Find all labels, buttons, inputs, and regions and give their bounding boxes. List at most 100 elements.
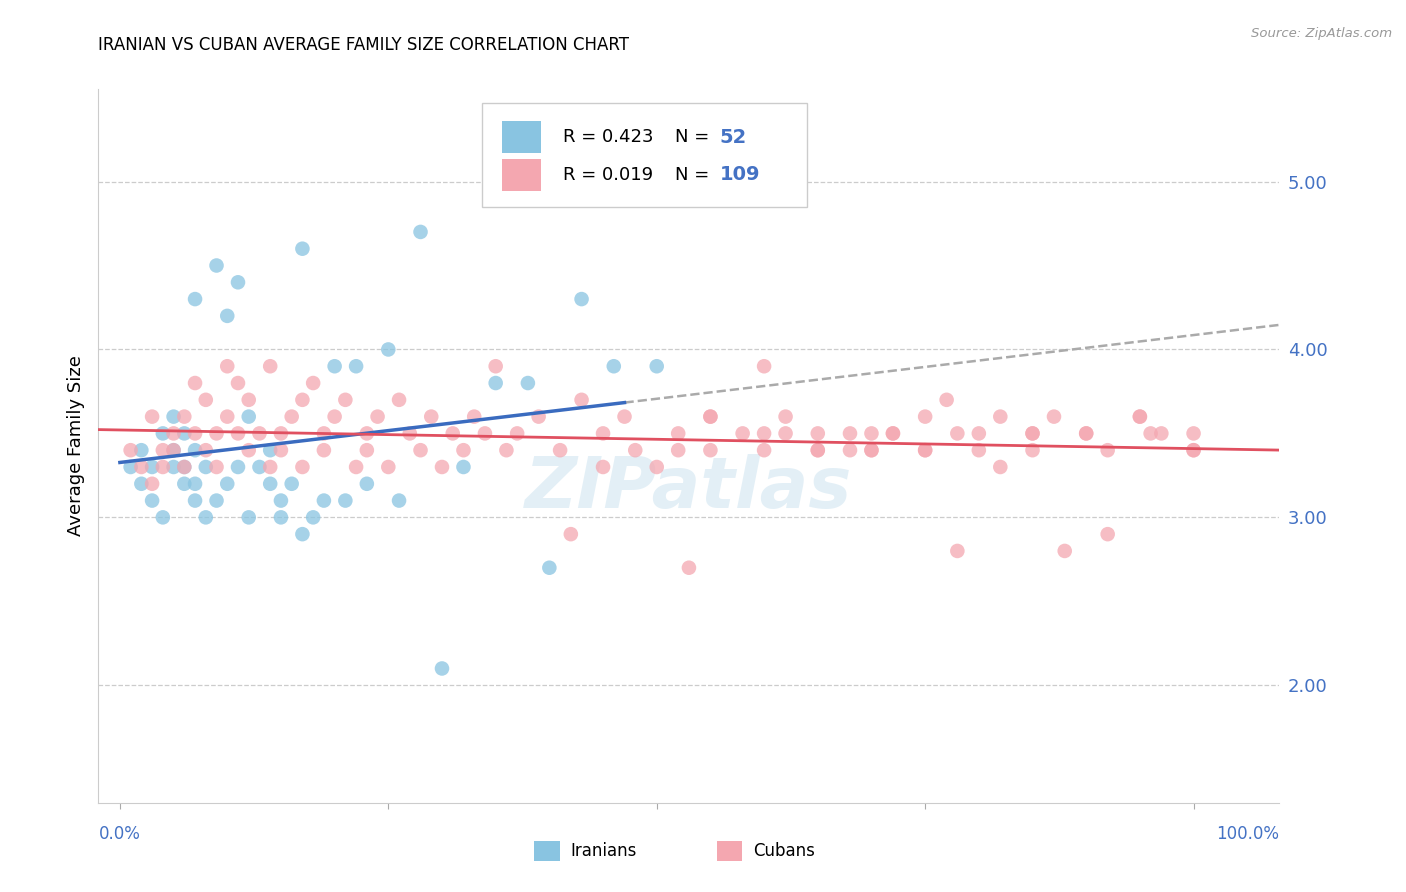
Point xyxy=(398,426,420,441)
Point xyxy=(302,510,325,524)
Point xyxy=(323,409,346,424)
Point xyxy=(173,460,195,475)
Point xyxy=(1021,426,1043,441)
Point xyxy=(441,426,464,441)
Point xyxy=(249,460,271,475)
Point xyxy=(291,392,314,407)
Point xyxy=(217,476,239,491)
Point xyxy=(344,359,367,374)
Point xyxy=(280,409,302,424)
Point xyxy=(356,443,378,458)
Point xyxy=(645,359,668,374)
Point xyxy=(226,426,249,441)
Point xyxy=(238,392,260,407)
Point xyxy=(453,460,475,475)
Point xyxy=(173,409,195,424)
Point xyxy=(194,392,217,407)
Point xyxy=(344,460,367,475)
Point xyxy=(184,443,207,458)
Point xyxy=(967,426,990,441)
Point xyxy=(377,343,399,357)
Point xyxy=(453,443,475,458)
Point xyxy=(624,443,647,458)
Point xyxy=(323,359,346,374)
Point xyxy=(775,426,797,441)
Point xyxy=(152,510,174,524)
Point xyxy=(1076,426,1098,441)
Point xyxy=(162,443,184,458)
Point xyxy=(141,476,163,491)
Point xyxy=(173,426,195,441)
Point xyxy=(538,560,561,574)
Point xyxy=(946,544,969,558)
Point xyxy=(1097,527,1119,541)
Point xyxy=(752,443,775,458)
Point xyxy=(1021,443,1043,458)
Point xyxy=(259,443,281,458)
Point xyxy=(131,460,153,475)
Point xyxy=(152,460,174,475)
Point xyxy=(184,292,207,306)
Point xyxy=(914,443,936,458)
Point xyxy=(377,460,399,475)
Point xyxy=(775,409,797,424)
Point xyxy=(752,359,775,374)
Point xyxy=(914,409,936,424)
Point xyxy=(1182,426,1205,441)
Point xyxy=(1129,409,1152,424)
Point xyxy=(356,426,378,441)
Point xyxy=(839,443,862,458)
Point xyxy=(485,376,508,390)
Point xyxy=(430,460,453,475)
Point xyxy=(516,376,538,390)
Point xyxy=(173,460,195,475)
Point xyxy=(205,493,228,508)
Point xyxy=(120,460,142,475)
Point xyxy=(131,443,153,458)
Point xyxy=(699,409,721,424)
Point xyxy=(388,493,411,508)
Point xyxy=(988,409,1011,424)
Point xyxy=(173,476,195,491)
Point xyxy=(226,376,249,390)
Point xyxy=(238,409,260,424)
Point xyxy=(259,476,281,491)
Text: R = 0.019: R = 0.019 xyxy=(562,166,652,184)
Point xyxy=(860,443,883,458)
Point xyxy=(120,443,142,458)
Point xyxy=(839,426,862,441)
Point xyxy=(238,443,260,458)
Text: 0.0%: 0.0% xyxy=(98,825,141,843)
FancyBboxPatch shape xyxy=(502,121,541,153)
Point xyxy=(335,392,357,407)
Text: R = 0.423: R = 0.423 xyxy=(562,128,652,146)
Point xyxy=(807,426,830,441)
Point xyxy=(184,476,207,491)
Point xyxy=(409,225,432,239)
Point xyxy=(152,443,174,458)
Point xyxy=(548,443,571,458)
Point xyxy=(291,242,314,256)
Point xyxy=(560,527,582,541)
Point xyxy=(367,409,389,424)
Point xyxy=(860,426,883,441)
Point xyxy=(388,392,411,407)
Point xyxy=(280,476,302,491)
Point xyxy=(882,426,904,441)
Point xyxy=(1021,426,1043,441)
Point xyxy=(205,460,228,475)
Point xyxy=(312,493,335,508)
Point xyxy=(141,460,163,475)
Point xyxy=(312,426,335,441)
Point xyxy=(474,426,496,441)
FancyBboxPatch shape xyxy=(502,159,541,191)
Point xyxy=(238,510,260,524)
Point xyxy=(592,426,614,441)
Text: 52: 52 xyxy=(720,128,747,146)
Point xyxy=(335,493,357,508)
Point xyxy=(162,443,184,458)
Point xyxy=(409,443,432,458)
Point xyxy=(1076,426,1098,441)
Point xyxy=(270,510,292,524)
Point xyxy=(217,309,239,323)
